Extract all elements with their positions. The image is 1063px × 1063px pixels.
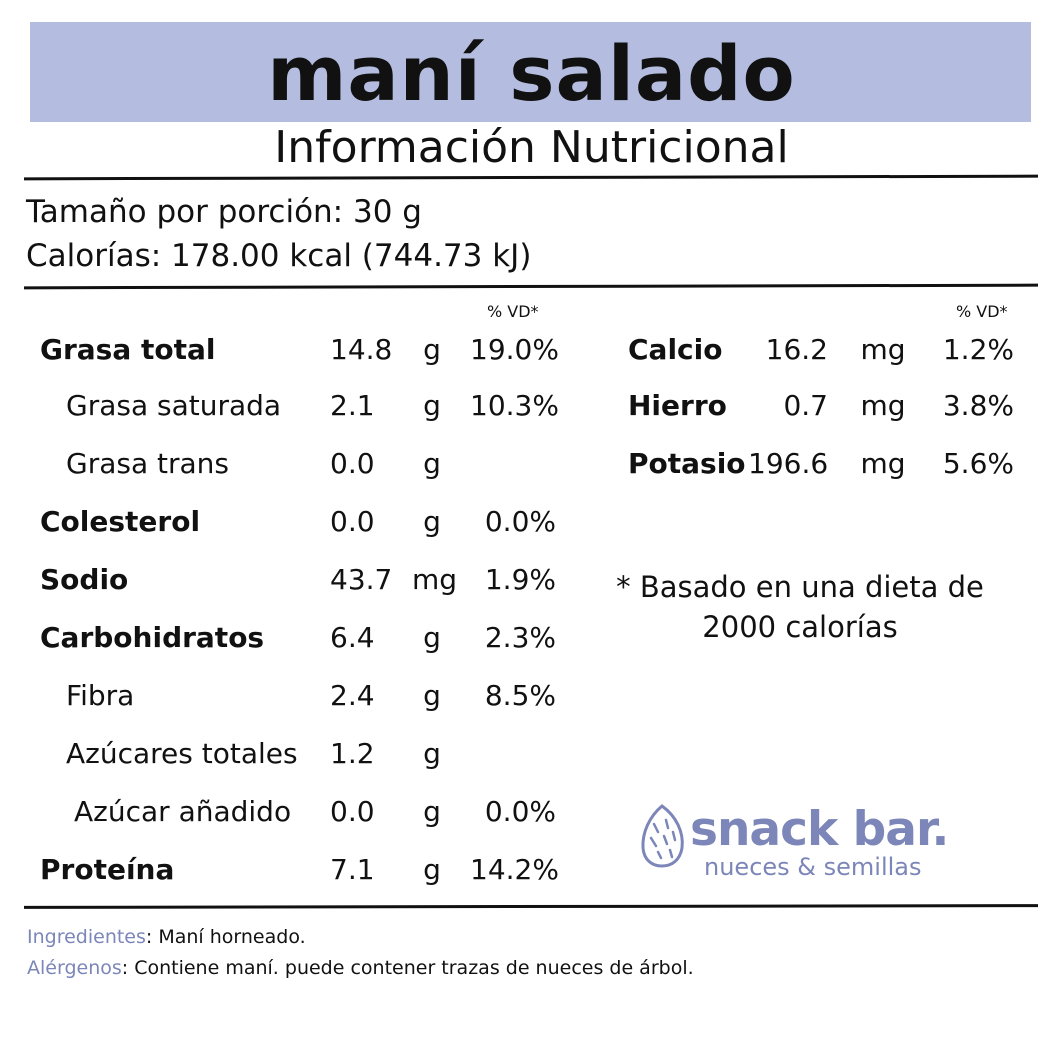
subtitle: Información Nutricional	[274, 122, 789, 173]
brand-tagline: nueces & semillas	[704, 853, 922, 881]
nutrient-amount: 14.8	[330, 333, 393, 366]
nutrient-amount: 7.1	[330, 853, 375, 886]
nutrient-amount: 0.0	[330, 505, 375, 538]
mineral-unit: mg	[860, 333, 906, 366]
nutrient-unit: g	[423, 737, 441, 770]
calories: Calorías: 178.00 kcal (744.73 kJ)	[26, 238, 532, 274]
nutrient-unit: g	[423, 505, 441, 538]
product-title: maní salado	[267, 29, 796, 118]
nutrient-amount: 0.0	[330, 447, 375, 480]
mineral-amount: 196.6	[748, 447, 829, 480]
nutrient-amount: 2.4	[330, 679, 375, 712]
ingredients-line: Ingredientes: Maní horneado.	[27, 924, 306, 950]
nutrient-unit: g	[423, 333, 441, 366]
nutrient-dv: 10.3%	[470, 389, 559, 422]
nutrient-name: Colesterol	[40, 505, 201, 538]
nutrient-dv: 2.3%	[484, 621, 556, 654]
vd-header-left: % VD*	[487, 302, 539, 321]
nutrient-unit: g	[423, 389, 441, 422]
mineral-amount: 0.7	[783, 389, 828, 422]
divider-mid	[23, 283, 1039, 290]
mineral-dv: 1.2%	[942, 333, 1014, 366]
nutrient-unit: g	[423, 795, 441, 828]
serving-size: Tamaño por porción: 30 g	[26, 194, 422, 230]
nutrient-unit: g	[423, 447, 441, 480]
nutrient-amount: 43.7	[330, 563, 393, 596]
mineral-amount: 16.2	[765, 333, 828, 366]
nutrient-amount: 2.1	[330, 389, 375, 422]
mineral-name: Potasio	[628, 447, 746, 480]
divider-bottom	[23, 904, 1039, 909]
nutrient-name: Azúcar añadido	[74, 795, 292, 828]
allergens-label: Alérgenos	[27, 957, 122, 979]
serving-info: Tamaño por porción: 30 g Calorías: 178.0…	[26, 190, 531, 278]
nutrient-name: Grasa trans	[66, 447, 229, 480]
nutrient-unit: g	[423, 621, 441, 654]
nutrient-name: Fibra	[66, 679, 135, 712]
mineral-name: Hierro	[628, 389, 727, 422]
nutrient-dv: 14.2%	[470, 853, 559, 886]
nutrient-name: Grasa total	[40, 333, 216, 366]
mineral-unit: mg	[860, 447, 906, 480]
title-banner	[30, 22, 1031, 122]
nutrient-dv: 19.0%	[470, 333, 559, 366]
ingredients-label: Ingredientes	[27, 926, 146, 948]
nutrient-unit: mg	[412, 563, 458, 596]
nutrient-amount: 1.2	[330, 737, 375, 770]
mineral-dv: 5.6%	[942, 447, 1014, 480]
nutrient-dv: 0.0%	[484, 505, 556, 538]
nutrient-unit: g	[423, 853, 441, 886]
nutrient-dv: 8.5%	[484, 679, 556, 712]
mineral-unit: mg	[860, 389, 906, 422]
almond-icon	[641, 804, 684, 868]
nutrient-name: Proteína	[40, 853, 175, 886]
nutrient-dv: 0.0%	[484, 795, 556, 828]
nutrient-name: Sodio	[40, 563, 129, 596]
nutrient-dv: 1.9%	[484, 563, 556, 596]
ingredients-value: : Maní horneado.	[145, 926, 306, 948]
nutrient-name: Azúcares totales	[66, 737, 298, 770]
nutrient-name: Grasa saturada	[66, 389, 282, 422]
brand-name: snack bar.	[690, 802, 949, 857]
mineral-dv: 3.8%	[942, 389, 1014, 422]
nutrient-name: Carbohidratos	[40, 621, 265, 654]
vd-header-right: % VD*	[956, 302, 1008, 321]
mineral-name: Calcio	[628, 333, 723, 366]
nutrient-amount: 0.0	[330, 795, 375, 828]
nutrient-unit: g	[423, 679, 441, 712]
allergens-value: : Contiene maní. puede contener trazas d…	[121, 957, 694, 979]
daily-value-note: * Basado en una dieta de 2000 calorías	[616, 570, 984, 644]
brand-logo: snack bar. nueces & semillas	[638, 800, 978, 890]
nutrient-amount: 6.4	[330, 621, 375, 654]
allergens-line: Alérgenos: Contiene maní. puede contener…	[27, 955, 694, 981]
